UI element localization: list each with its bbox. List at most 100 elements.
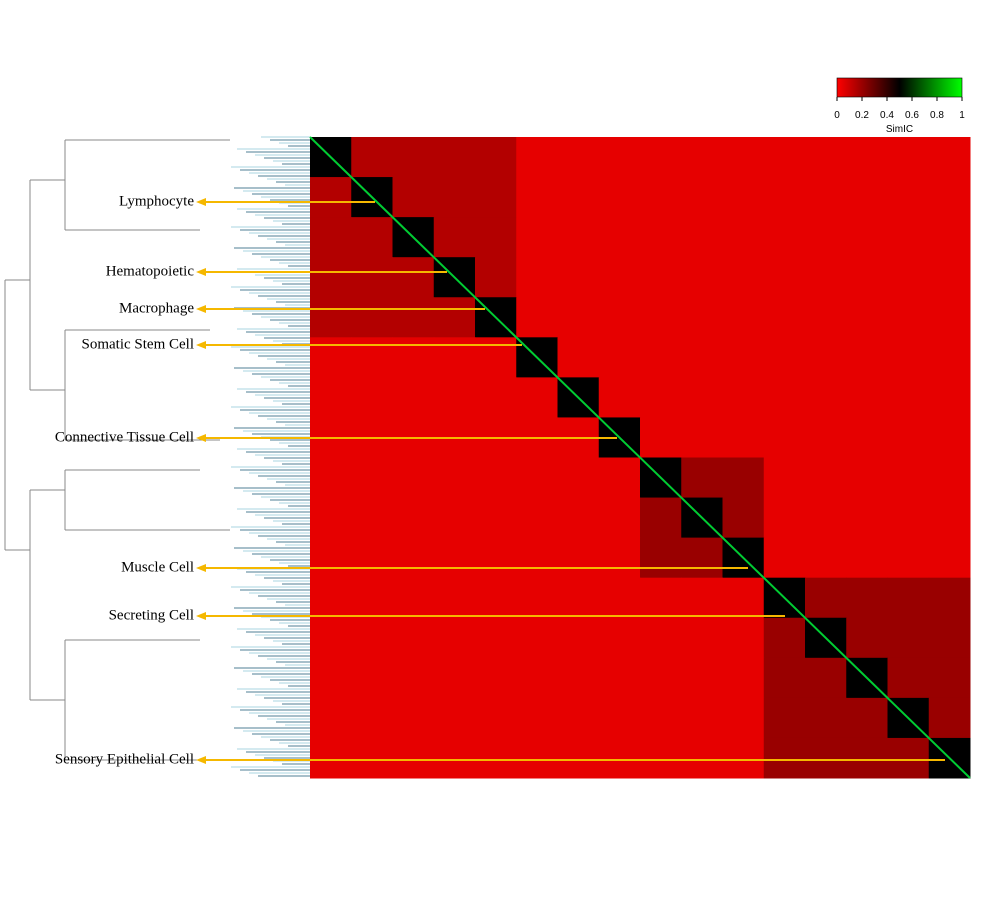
heatmap-cell xyxy=(310,337,352,378)
heatmap-cell xyxy=(557,617,600,659)
heatmap-cell xyxy=(433,177,476,218)
heatmap-cell xyxy=(763,457,806,499)
heatmap-cell xyxy=(928,497,971,539)
heatmap-cell xyxy=(557,737,600,779)
heatmap-cell xyxy=(805,657,847,699)
heatmap-cell xyxy=(846,377,888,418)
annotation-label: Lymphocyte xyxy=(119,193,194,209)
arrow-head xyxy=(196,612,206,620)
heatmap-cell xyxy=(598,177,641,218)
heatmap-cell xyxy=(722,497,765,539)
heatmap-cell xyxy=(516,657,558,699)
heatmap-cell xyxy=(887,257,930,298)
heatmap-cell xyxy=(846,337,888,378)
colorbar-tick-label: 0.2 xyxy=(855,110,869,121)
annotation-label: Sensory Epithelial Cell xyxy=(55,751,194,767)
heatmap-cell xyxy=(681,657,723,699)
heatmap-cell xyxy=(681,577,723,619)
heatmap-cell xyxy=(763,177,806,218)
heatmap-cell xyxy=(351,377,393,418)
heatmap-cell xyxy=(598,137,641,178)
heatmap-cell xyxy=(928,457,971,499)
heatmap-cell xyxy=(805,497,847,539)
heatmap-cell xyxy=(433,337,476,378)
heatmap-cell xyxy=(887,337,930,378)
heatmap-cell xyxy=(392,457,435,499)
heatmap-cell xyxy=(433,697,476,739)
heatmap-cell xyxy=(887,377,930,418)
heatmap-cell xyxy=(763,377,806,418)
heatmap-cell xyxy=(598,337,641,378)
heatmap-cell xyxy=(433,297,476,338)
heatmap-cell xyxy=(805,417,847,458)
heatmap-cell xyxy=(310,297,352,338)
heatmap-cell xyxy=(310,497,352,539)
heatmap-cell xyxy=(763,617,806,659)
heatmap-cell xyxy=(805,177,847,218)
heatmap-cell xyxy=(557,177,600,218)
colorbar-tick-label: 0 xyxy=(834,110,840,121)
heatmap-cell xyxy=(598,497,641,539)
heatmap-cell xyxy=(681,137,723,178)
heatmap-cell xyxy=(310,377,352,418)
heatmap-cell xyxy=(351,657,393,699)
heatmap-cell xyxy=(640,297,682,338)
heatmap-cell xyxy=(351,257,393,298)
heatmap-cell xyxy=(681,177,723,218)
heatmap-cell xyxy=(805,577,847,619)
heatmap-cell xyxy=(928,417,971,458)
heatmap-cell xyxy=(805,337,847,378)
heatmap-cell xyxy=(846,217,888,258)
heatmap-cell xyxy=(475,217,517,258)
heatmap-cell xyxy=(433,457,476,499)
heatmap-cell xyxy=(598,537,641,579)
heatmap-cell xyxy=(640,537,682,579)
annotation-label: Secreting Cell xyxy=(109,607,194,623)
heatmap-cell xyxy=(516,377,558,418)
heatmap-cell xyxy=(310,177,352,218)
annotation-label: Connective Tissue Cell xyxy=(55,429,194,445)
heatmap-cell xyxy=(351,537,393,579)
heatmap-cell xyxy=(846,417,888,458)
heatmap-cell xyxy=(310,217,352,258)
arrow-head xyxy=(196,198,206,206)
heatmap-cell xyxy=(928,137,971,178)
heatmap-cell xyxy=(475,457,517,499)
heatmap-cell xyxy=(722,617,765,659)
heatmap-cell xyxy=(475,377,517,418)
heatmap-cell xyxy=(392,577,435,619)
colorbar-tick-label: 0.6 xyxy=(905,110,919,121)
heatmap-cell xyxy=(598,377,641,418)
heatmap-cell xyxy=(351,337,393,378)
heatmap-cell xyxy=(805,217,847,258)
heatmap-cell xyxy=(516,617,558,659)
heatmap-cell xyxy=(475,337,517,378)
heatmap-cell xyxy=(516,297,558,338)
heatmap-cell xyxy=(310,457,352,499)
heatmap-cell xyxy=(351,697,393,739)
heatmap-cell xyxy=(392,137,435,178)
heatmap-cell xyxy=(351,737,393,779)
heatmap-cell xyxy=(722,417,765,458)
heatmap-cell xyxy=(516,257,558,298)
heatmap-cell xyxy=(433,537,476,579)
heatmap-cell xyxy=(310,577,352,619)
heatmap-cell xyxy=(598,257,641,298)
heatmap-cell xyxy=(681,257,723,298)
heatmap-cell xyxy=(681,377,723,418)
heatmap-cell xyxy=(598,577,641,619)
heatmap-cell xyxy=(640,737,682,779)
heatmap-cell xyxy=(351,457,393,499)
heatmap-cell xyxy=(640,337,682,378)
heatmap-cell xyxy=(310,737,352,779)
heatmap-cell xyxy=(846,497,888,539)
heatmap-cell xyxy=(640,497,682,539)
heatmap-cell xyxy=(928,217,971,258)
heatmap-cell xyxy=(805,537,847,579)
heatmap-cell xyxy=(846,577,888,619)
heatmap-cell xyxy=(475,577,517,619)
heatmap-cell xyxy=(516,737,558,779)
heatmap-cell xyxy=(475,177,517,218)
heatmap-cell xyxy=(310,697,352,739)
